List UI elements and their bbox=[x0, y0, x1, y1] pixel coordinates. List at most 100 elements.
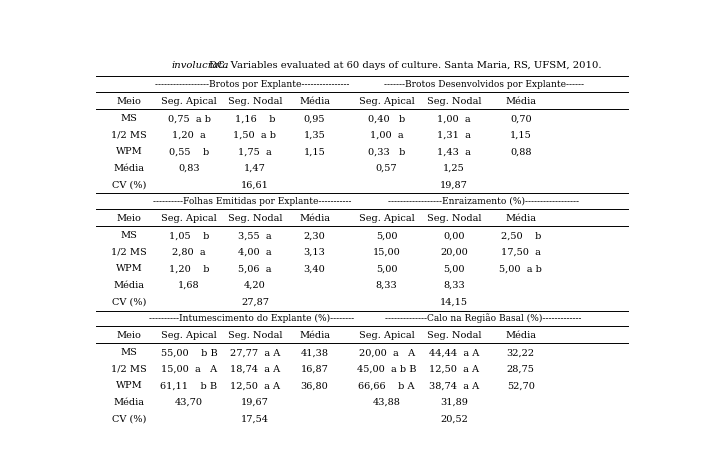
Text: Seg. Apical: Seg. Apical bbox=[359, 213, 414, 223]
Text: 1,15: 1,15 bbox=[510, 131, 532, 140]
Text: Média: Média bbox=[114, 398, 145, 407]
Text: 3,40: 3,40 bbox=[304, 265, 325, 274]
Text: 61,11    b B: 61,11 b B bbox=[160, 382, 217, 391]
Text: 1,31  a: 1,31 a bbox=[437, 131, 471, 140]
Text: 5,00  a b: 5,00 a b bbox=[499, 265, 542, 274]
Text: Seg. Nodal: Seg. Nodal bbox=[227, 96, 282, 106]
Text: 14,15: 14,15 bbox=[440, 298, 468, 306]
Text: DC. Variables evaluated at 60 days of culture. Santa Maria, RS, UFSM, 2010.: DC. Variables evaluated at 60 days of cu… bbox=[206, 61, 602, 70]
Text: 8,33: 8,33 bbox=[376, 281, 397, 290]
Text: 0,88: 0,88 bbox=[510, 148, 532, 157]
Text: 1,00  a: 1,00 a bbox=[437, 114, 471, 123]
Text: 28,75: 28,75 bbox=[507, 365, 534, 374]
Text: 55,00    b B: 55,00 b B bbox=[161, 348, 217, 357]
Text: 17,50  a: 17,50 a bbox=[501, 248, 541, 257]
Text: Seg. Apical: Seg. Apical bbox=[161, 213, 217, 223]
Text: CV (%): CV (%) bbox=[112, 298, 147, 306]
Text: ----------Folhas Emitidas por Explante-----------: ----------Folhas Emitidas por Explante--… bbox=[152, 196, 351, 206]
Text: Média: Média bbox=[505, 213, 536, 223]
Text: 0,83: 0,83 bbox=[178, 164, 200, 173]
Text: 31,89: 31,89 bbox=[440, 398, 468, 407]
Text: 1/2 MS: 1/2 MS bbox=[112, 131, 147, 140]
Text: 0,00: 0,00 bbox=[443, 231, 465, 240]
Text: MS: MS bbox=[121, 348, 138, 357]
Text: 20,00  a   A: 20,00 a A bbox=[359, 348, 414, 357]
Text: 43,70: 43,70 bbox=[175, 398, 203, 407]
Text: 18,74  a A: 18,74 a A bbox=[230, 365, 280, 374]
Text: 1,20    b: 1,20 b bbox=[169, 265, 209, 274]
Text: Seg. Nodal: Seg. Nodal bbox=[427, 213, 481, 223]
Text: 8,33: 8,33 bbox=[443, 281, 465, 290]
Text: 15,00  a   A: 15,00 a A bbox=[161, 365, 217, 374]
Text: 5,00: 5,00 bbox=[443, 265, 465, 274]
Text: 0,40   b: 0,40 b bbox=[368, 114, 405, 123]
Text: 2,30: 2,30 bbox=[304, 231, 325, 240]
Text: 1,25: 1,25 bbox=[443, 164, 465, 173]
Text: 0,57: 0,57 bbox=[376, 164, 397, 173]
Text: 43,88: 43,88 bbox=[373, 398, 400, 407]
Text: Seg. Apical: Seg. Apical bbox=[359, 330, 414, 340]
Text: 27,77  a A: 27,77 a A bbox=[229, 348, 280, 357]
Text: 1,16    b: 1,16 b bbox=[234, 114, 275, 123]
Text: 15,00: 15,00 bbox=[373, 248, 400, 257]
Text: 66,66    b A: 66,66 b A bbox=[359, 382, 415, 391]
Text: Seg. Nodal: Seg. Nodal bbox=[427, 330, 481, 340]
Text: Seg. Apical: Seg. Apical bbox=[359, 96, 414, 106]
Text: 3,13: 3,13 bbox=[304, 248, 325, 257]
Text: Média: Média bbox=[505, 330, 536, 340]
Text: 1,20  a: 1,20 a bbox=[172, 131, 206, 140]
Text: MS: MS bbox=[121, 231, 138, 240]
Text: Seg. Apical: Seg. Apical bbox=[161, 96, 217, 106]
Text: 16,61: 16,61 bbox=[241, 180, 269, 189]
Text: 36,80: 36,80 bbox=[301, 382, 328, 391]
Text: 0,75  a b: 0,75 a b bbox=[167, 114, 210, 123]
Text: 5,06  a: 5,06 a bbox=[238, 265, 272, 274]
Text: 1,05    b: 1,05 b bbox=[169, 231, 209, 240]
Text: Meio: Meio bbox=[117, 96, 142, 106]
Text: 19,67: 19,67 bbox=[241, 398, 269, 407]
Text: ------------------Enraizamento (%)------------------: ------------------Enraizamento (%)------… bbox=[388, 196, 579, 206]
Text: -------Brotos Desenvolvidos por Explante------: -------Brotos Desenvolvidos por Explante… bbox=[383, 79, 583, 89]
Text: 1,50  a b: 1,50 a b bbox=[234, 131, 276, 140]
Text: Média: Média bbox=[299, 330, 330, 340]
Text: 1,47: 1,47 bbox=[244, 164, 266, 173]
Text: 2,80  a: 2,80 a bbox=[172, 248, 206, 257]
Text: WPM: WPM bbox=[116, 265, 143, 274]
Text: 4,20: 4,20 bbox=[244, 281, 265, 290]
Text: 1,35: 1,35 bbox=[304, 131, 325, 140]
Text: 2,50    b: 2,50 b bbox=[501, 231, 541, 240]
Text: WPM: WPM bbox=[116, 148, 143, 157]
Text: Seg. Nodal: Seg. Nodal bbox=[427, 96, 481, 106]
Text: 3,55  a: 3,55 a bbox=[238, 231, 272, 240]
Text: Seg. Nodal: Seg. Nodal bbox=[227, 213, 282, 223]
Text: 1,68: 1,68 bbox=[178, 281, 200, 290]
Text: 0,95: 0,95 bbox=[304, 114, 325, 123]
Text: Média: Média bbox=[299, 96, 330, 106]
Text: 1,00  a: 1,00 a bbox=[370, 131, 403, 140]
Text: 20,00: 20,00 bbox=[440, 248, 468, 257]
Text: 16,87: 16,87 bbox=[301, 365, 328, 374]
Text: ------------------Brotos por Explante----------------: ------------------Brotos por Explante---… bbox=[155, 79, 349, 89]
Text: 19,87: 19,87 bbox=[440, 180, 468, 189]
Text: 38,74  a A: 38,74 a A bbox=[429, 382, 479, 391]
Text: 32,22: 32,22 bbox=[507, 348, 534, 357]
Text: 44,44  a A: 44,44 a A bbox=[429, 348, 479, 357]
Text: 5,00: 5,00 bbox=[376, 231, 397, 240]
Text: CV (%): CV (%) bbox=[112, 180, 147, 189]
Text: WPM: WPM bbox=[116, 382, 143, 391]
Text: 1,75  a: 1,75 a bbox=[238, 148, 272, 157]
Text: Seg. Apical: Seg. Apical bbox=[161, 330, 217, 340]
Text: 27,87: 27,87 bbox=[241, 298, 269, 306]
Text: Média: Média bbox=[505, 96, 536, 106]
Text: 17,54: 17,54 bbox=[241, 415, 269, 423]
Text: Seg. Nodal: Seg. Nodal bbox=[227, 330, 282, 340]
Text: Média: Média bbox=[114, 164, 145, 173]
Text: 1,43  a: 1,43 a bbox=[437, 148, 471, 157]
Text: MS: MS bbox=[121, 114, 138, 123]
Text: CV (%): CV (%) bbox=[112, 415, 147, 423]
Text: 1/2 MS: 1/2 MS bbox=[112, 365, 147, 374]
Text: 1,15: 1,15 bbox=[304, 148, 325, 157]
Text: 0,33   b: 0,33 b bbox=[368, 148, 405, 157]
Text: --------------Calo na Região Basal (%)-------------: --------------Calo na Região Basal (%)--… bbox=[385, 313, 582, 323]
Text: Meio: Meio bbox=[117, 330, 142, 340]
